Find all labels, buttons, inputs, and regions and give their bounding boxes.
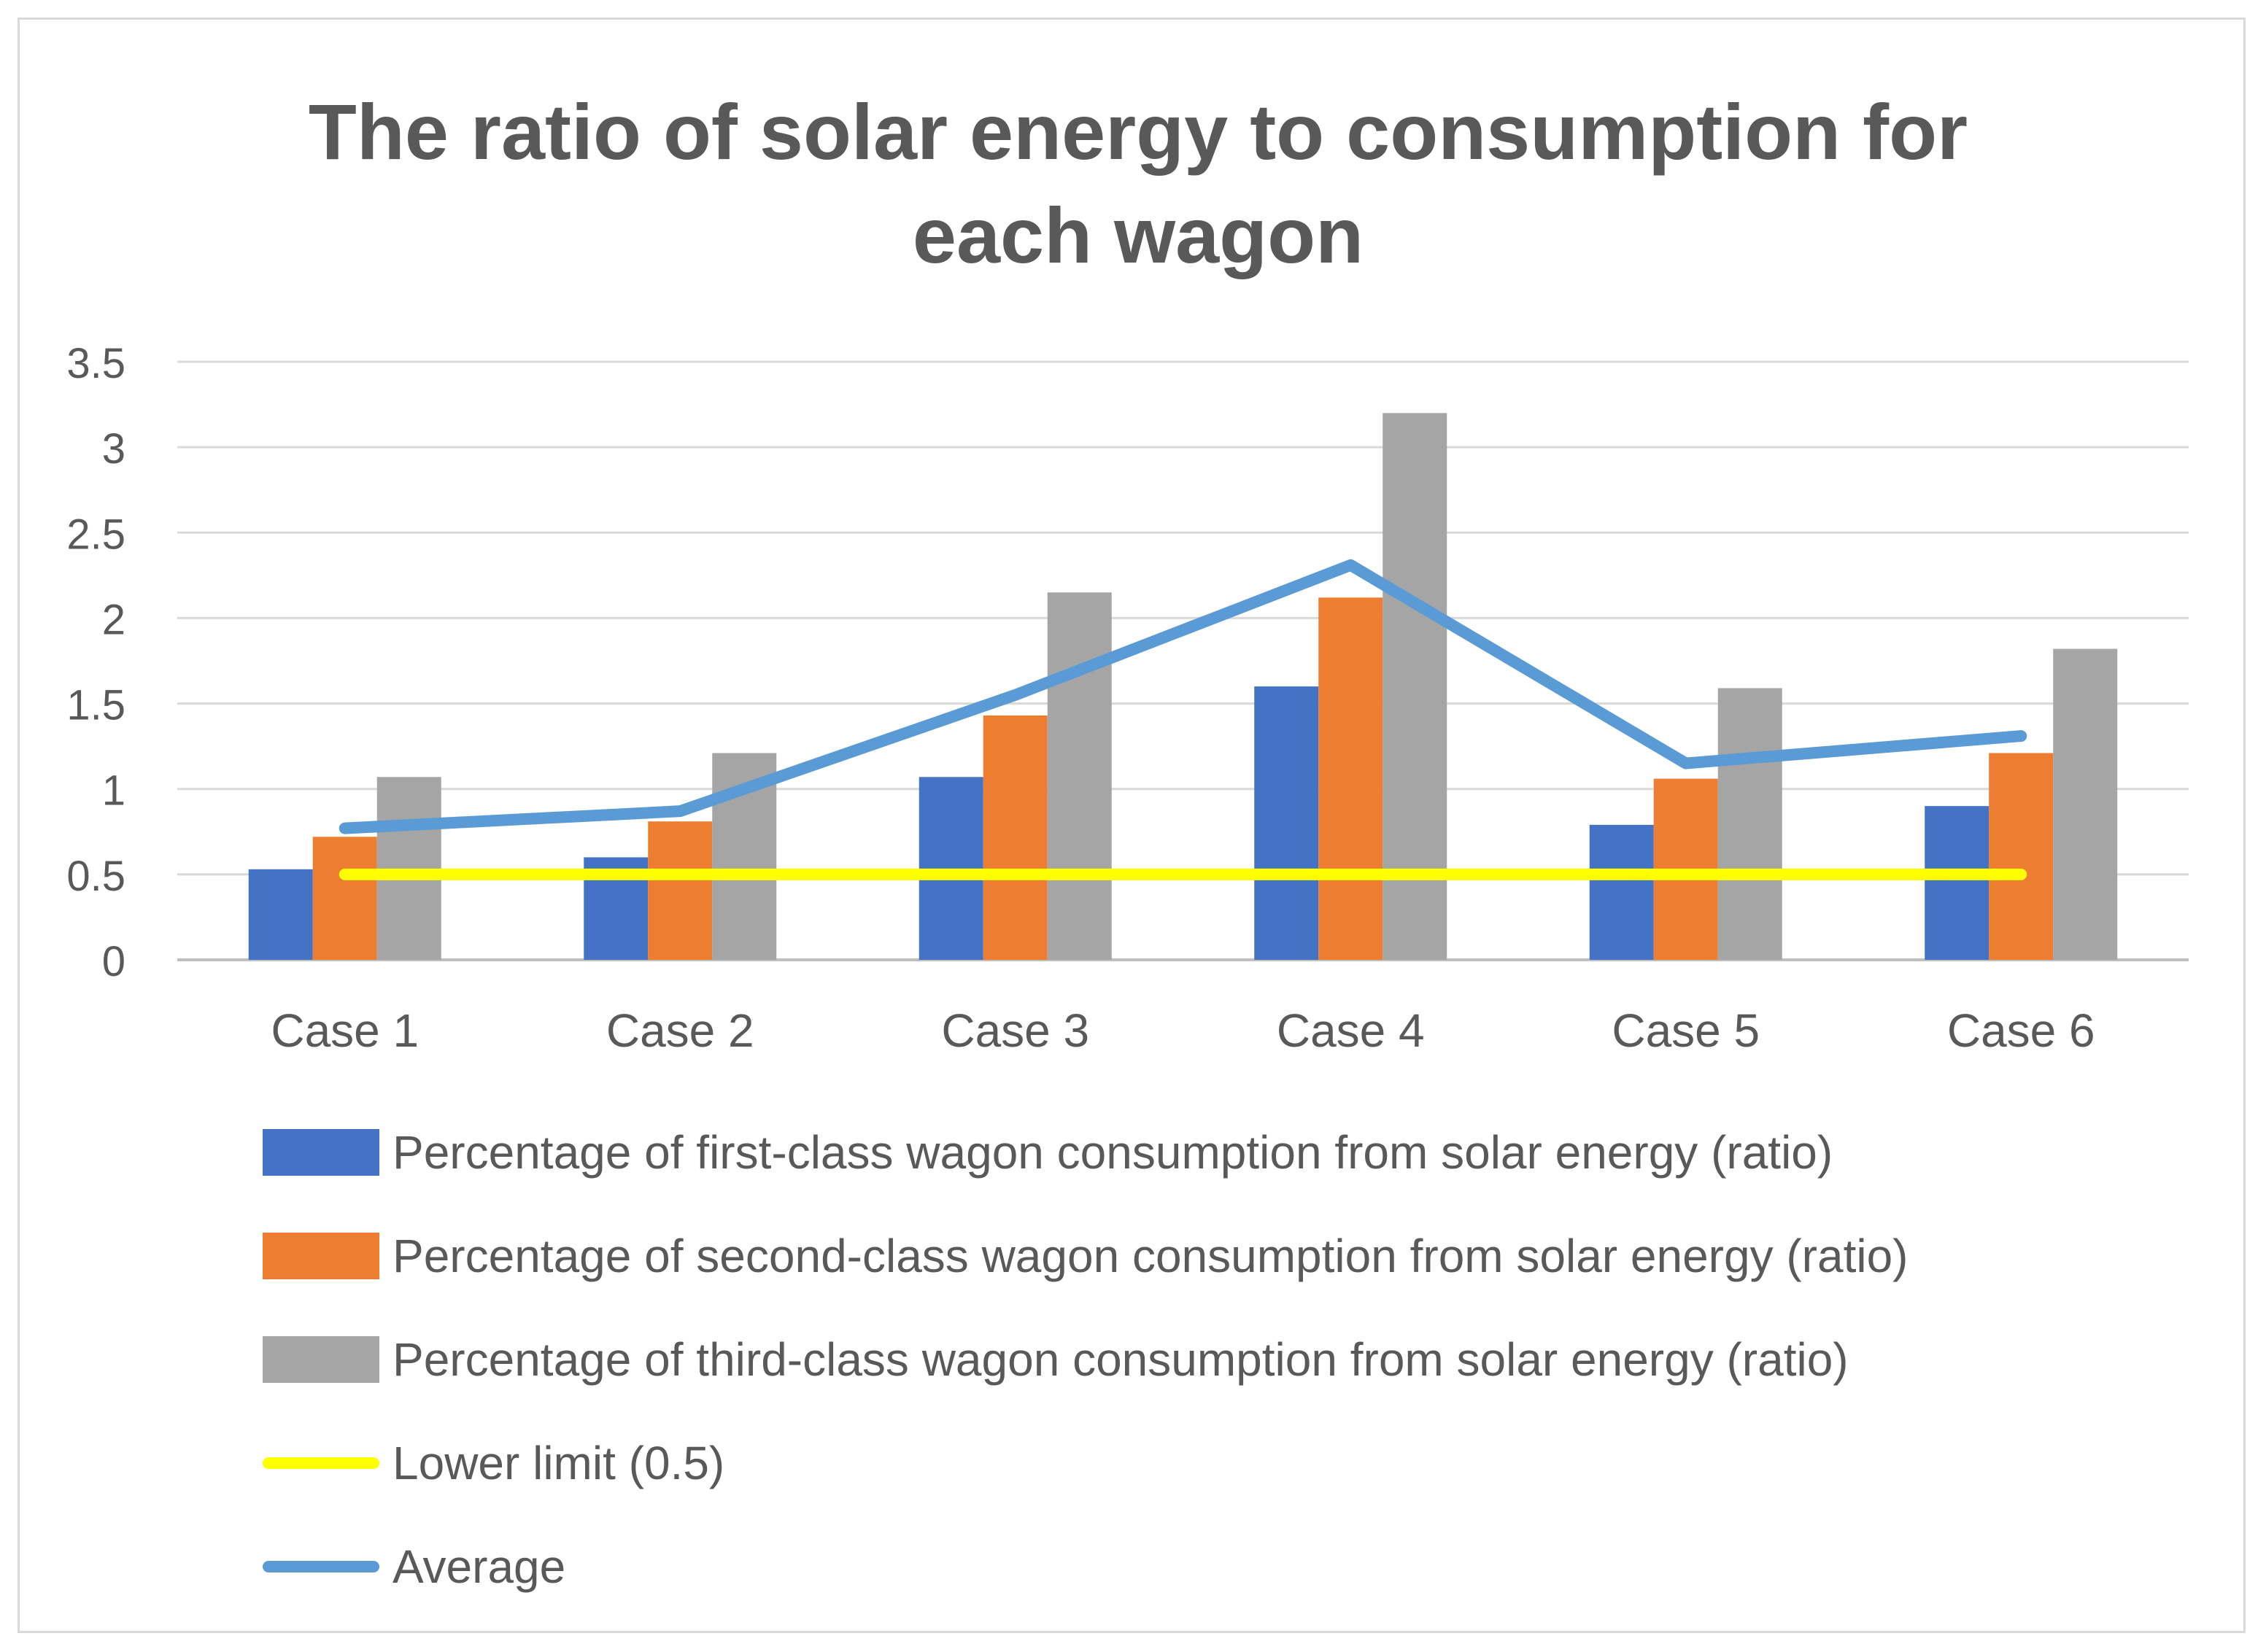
y-tick-label: 2 (102, 596, 125, 643)
bar-series-3 (1047, 592, 1112, 960)
x-tick-label: Case 1 (271, 1004, 419, 1057)
bar-series-1 (919, 777, 983, 960)
bar-series-1 (1254, 686, 1319, 960)
y-tick-label: 1.5 (66, 682, 125, 729)
y-tick-label: 2.5 (66, 511, 125, 558)
x-tick-label: Case 4 (1277, 1004, 1425, 1057)
legend-label: Percentage of third-class wagon consumpt… (393, 1333, 1849, 1386)
y-tick-label: 0.5 (66, 853, 125, 900)
y-tick-label: 3 (102, 425, 125, 473)
average-line (339, 559, 2027, 834)
bar-series-2 (983, 715, 1048, 960)
legend-item: Percentage of third-class wagon consumpt… (263, 1323, 1849, 1396)
bar-series-3 (2053, 648, 2118, 960)
legend-item: Percentage of second-class wagon consump… (263, 1219, 1908, 1292)
legend-line-marker (263, 1457, 379, 1469)
bar-series-2 (312, 837, 377, 960)
legend-label: Percentage of first-class wagon consumpt… (393, 1126, 1833, 1179)
legend-label: Percentage of second-class wagon consump… (393, 1230, 1909, 1282)
x-tick-label: Case 5 (1612, 1004, 1760, 1057)
bar-series-2 (648, 821, 713, 960)
legend-item: Average (263, 1530, 565, 1603)
x-tick-label: Case 3 (941, 1004, 1089, 1057)
legend-label: Lower limit (0.5) (393, 1437, 725, 1489)
y-tick-label: 0 (102, 938, 125, 985)
chart-title: The ratio of solar energy to consumption… (308, 88, 1968, 279)
legend-line-marker (263, 1561, 379, 1572)
legend-swatch (263, 1129, 379, 1176)
bar-series-2 (1989, 753, 2054, 960)
legend-swatch (263, 1336, 379, 1383)
x-tick-label: Case 2 (606, 1004, 754, 1057)
bar-series-1 (248, 869, 313, 960)
legend-swatch (263, 1233, 379, 1279)
legend-label: Average (393, 1540, 566, 1593)
y-tick-label: 1 (102, 767, 125, 815)
bar-series-1 (1925, 806, 1989, 960)
bar-series-3 (376, 777, 441, 960)
bar-series-1 (1589, 824, 1654, 960)
legend-item: Lower limit (0.5) (263, 1427, 724, 1500)
bar-series-2 (1318, 597, 1383, 960)
legend-item: Percentage of first-class wagon consumpt… (263, 1116, 1833, 1189)
x-tick-label: Case 6 (1947, 1004, 2095, 1057)
y-tick-label: 3.5 (66, 340, 125, 387)
bar-series-3 (1717, 688, 1782, 960)
